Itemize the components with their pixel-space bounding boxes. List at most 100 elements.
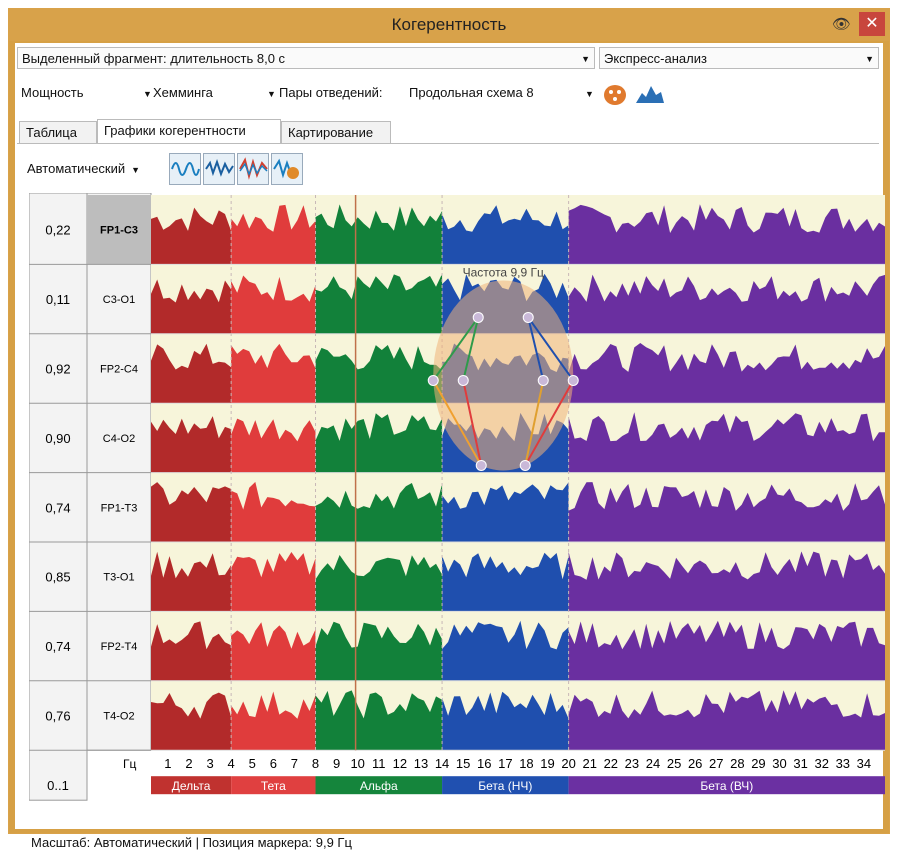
coherence-area xyxy=(231,691,316,751)
x-tick-label: 30 xyxy=(772,756,786,771)
coherence-chart-svg: 0,22 FP1-C3 0,11 C3-O1 0,92 FP2-C4 0,90 C4-O2 0,… xyxy=(28,192,885,801)
wave-overlay-button[interactable] xyxy=(237,153,269,185)
wave-view-button[interactable] xyxy=(169,153,201,185)
eye-icon[interactable]: 👁 xyxy=(831,16,851,33)
coherence-link xyxy=(527,316,575,382)
coherence-area xyxy=(151,692,232,751)
band-label-bar xyxy=(151,776,232,795)
x-tick-label: 14 xyxy=(435,756,449,771)
coherence-area xyxy=(231,343,316,404)
chevron-down-icon: ▼ xyxy=(865,54,874,64)
electrode-node xyxy=(522,311,534,323)
x-tick-label: 26 xyxy=(688,756,702,771)
row-label: C4-O2 xyxy=(103,433,135,445)
power-select[interactable]: Мощность xyxy=(21,85,84,100)
chevron-down-icon[interactable]: ▼ xyxy=(585,89,594,99)
band-label: Тета xyxy=(261,779,286,793)
band-label-bar xyxy=(231,776,316,795)
coherence-area xyxy=(231,418,316,473)
band-label: Альфа xyxy=(360,779,398,793)
wave-icon xyxy=(171,162,200,176)
coherence-area xyxy=(315,413,443,473)
chevron-down-icon[interactable]: ▼ xyxy=(267,89,276,99)
x-tick-label: 11 xyxy=(372,756,386,771)
coherence-area xyxy=(568,343,885,404)
client-area: Выделенный фрагмент: длительность 8,0 с … xyxy=(15,43,885,850)
x-tick-label: 31 xyxy=(793,756,807,771)
x-tick-label: 17 xyxy=(498,756,512,771)
row-label: T3-O1 xyxy=(103,572,134,584)
x-tick-label: 15 xyxy=(456,756,470,771)
coherence-area xyxy=(315,555,443,612)
row-label: FP2-C4 xyxy=(100,364,138,376)
x-tick-label: 13 xyxy=(414,756,428,771)
wave-compare-button[interactable] xyxy=(203,153,235,185)
coherence-area xyxy=(231,275,316,334)
row-value: 0,85 xyxy=(45,570,70,585)
analysis-select-label: Экспресс-анализ xyxy=(604,51,707,66)
tab-mapping[interactable]: Картирование xyxy=(281,121,391,143)
window-fn-select[interactable]: Хемминга xyxy=(153,85,213,100)
x-tick-label: 34 xyxy=(857,756,871,771)
coherence-area xyxy=(568,551,885,612)
x-tick-label: 7 xyxy=(291,756,298,771)
coherence-area xyxy=(568,620,885,681)
mode-select[interactable]: Автоматический ▼ xyxy=(27,161,140,176)
coherence-area xyxy=(442,482,569,542)
electrode-node xyxy=(427,374,439,386)
toolbar-row-2: Мощность ▼ Хемминга ▼ Пары отведений: Пр… xyxy=(17,81,879,109)
window-fn-label: Хемминга xyxy=(153,85,213,100)
coherence-area xyxy=(151,207,232,265)
x-tick-label: 20 xyxy=(561,756,575,771)
chevron-down-icon: ▼ xyxy=(131,165,141,175)
row-value: 0,76 xyxy=(45,709,70,724)
x-tick-label: 9 xyxy=(333,756,340,771)
tab-table[interactable]: Таблица xyxy=(19,121,97,143)
row-value: 0,90 xyxy=(45,431,70,446)
chevron-down-icon[interactable]: ▼ xyxy=(143,89,152,99)
tab-divider xyxy=(17,143,879,144)
fragment-select[interactable]: Выделенный фрагмент: длительность 8,0 с … xyxy=(17,47,595,69)
coherence-area xyxy=(442,205,569,265)
band-label: Бета (НЧ) xyxy=(478,779,532,793)
coherence-area xyxy=(231,204,316,265)
x-tick-label: 5 xyxy=(249,756,256,771)
row-value: 0,74 xyxy=(45,639,70,654)
coherence-area xyxy=(151,343,232,404)
window-title: Когерентность xyxy=(391,15,507,34)
electrode-node xyxy=(537,374,549,386)
x-tick-label: 27 xyxy=(709,756,723,771)
electrode-node xyxy=(519,459,531,471)
value-column xyxy=(28,192,88,801)
pairs-select-value: Продольная схема 8 xyxy=(409,85,534,100)
row-label: T4-O2 xyxy=(103,711,134,723)
coherence-area xyxy=(151,621,232,681)
coherence-area xyxy=(151,279,232,334)
row-label: FP1-T3 xyxy=(101,502,138,514)
pairs-select[interactable]: Продольная схема 8 xyxy=(409,85,534,100)
coherence-area xyxy=(442,620,569,681)
electrode-node xyxy=(567,374,579,386)
power-select-label: Мощность xyxy=(21,85,84,100)
tab-coherence-graphs[interactable]: Графики когерентности xyxy=(97,119,281,143)
x-tick-label: 24 xyxy=(646,756,660,771)
x-tick-label: 23 xyxy=(625,756,639,771)
marker-frequency-label: Частота 9,9 Гц xyxy=(463,265,544,279)
x-tick-label: 3 xyxy=(206,756,213,771)
coherence-area xyxy=(568,274,885,334)
graph-toolbar: Автоматический ▼ xyxy=(17,149,879,185)
row-value: 0,92 xyxy=(45,362,70,377)
coherence-link xyxy=(524,379,575,466)
coherence-area xyxy=(151,551,232,612)
wave-map-button[interactable] xyxy=(271,153,303,185)
coherence-link xyxy=(462,317,480,381)
coherence-area xyxy=(231,622,316,681)
close-button[interactable]: ✕ xyxy=(859,12,885,36)
coherence-link xyxy=(432,316,480,382)
label-column xyxy=(86,192,152,751)
spectrum-icon[interactable] xyxy=(635,83,665,105)
x-tick-label: 12 xyxy=(393,756,407,771)
coherence-link xyxy=(432,379,483,466)
analysis-select[interactable]: Экспресс-анализ ▼ xyxy=(599,47,879,69)
brain-map-icon[interactable] xyxy=(601,81,629,107)
